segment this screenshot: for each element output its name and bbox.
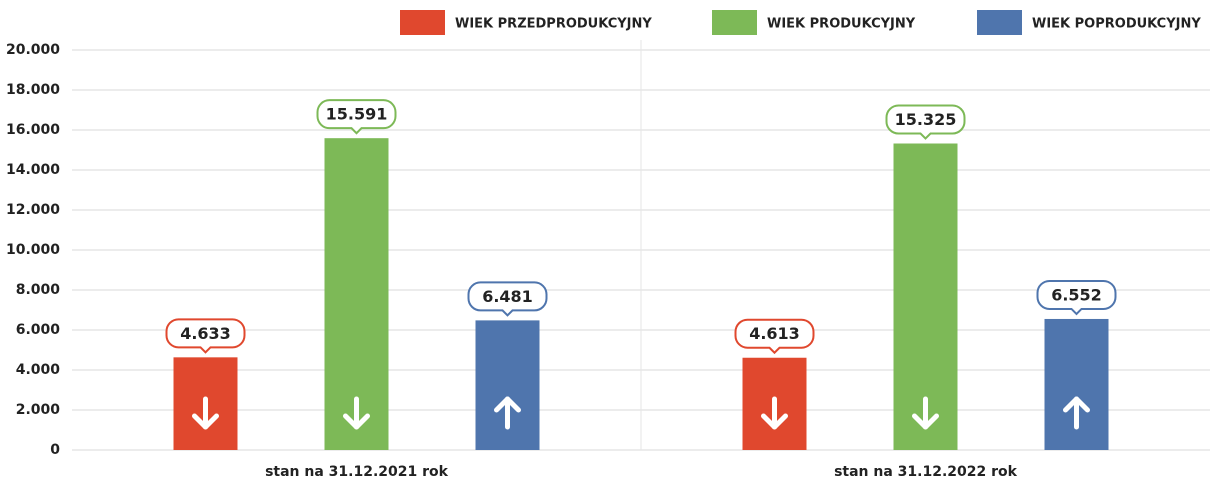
trend-arrow	[494, 396, 521, 430]
bar	[475, 320, 540, 450]
y-tick-label: 2.000	[16, 402, 61, 418]
y-tick-label: 10.000	[6, 242, 60, 258]
y-tick-label: 8.000	[16, 282, 61, 298]
y-tick-label: 4.000	[16, 362, 61, 378]
y-tick-label: 12.000	[6, 202, 60, 218]
legend-label: WIEK PRODUKCYJNY	[767, 17, 916, 32]
arrow-head	[494, 396, 521, 413]
arrow-head	[912, 413, 939, 430]
callout-box	[165, 318, 246, 354]
arrow-head	[343, 413, 370, 430]
arrow-head	[761, 413, 788, 430]
callout-box	[885, 104, 966, 140]
callout-box	[734, 318, 815, 355]
bar	[1044, 318, 1109, 450]
value-label: 6.552	[1051, 285, 1102, 304]
y-tick-label: 20.000	[6, 42, 60, 58]
x-tick-label: stan na 31.12.2022 rok	[834, 464, 1018, 480]
legend-swatch	[712, 10, 757, 35]
y-tick-label: 14.000	[6, 162, 60, 178]
callout-box	[316, 99, 397, 135]
trend-arrow	[343, 396, 370, 430]
trend-arrow	[1063, 396, 1090, 430]
x-tick-label: stan na 31.12.2021 rok	[265, 464, 449, 480]
value-label: 6.481	[482, 287, 533, 306]
trend-arrow	[192, 396, 219, 430]
value-label: 15.591	[326, 105, 388, 124]
value-label: 4.633	[180, 324, 231, 343]
legend-label: WIEK PRZEDPRODUKCYJNY	[455, 17, 652, 32]
arrow-head	[192, 413, 219, 430]
value-label: 15.325	[895, 110, 957, 129]
y-tick-label: 0	[50, 442, 60, 458]
legend-label: WIEK POPRODUKCYJNY	[1032, 17, 1201, 32]
callout-box	[467, 281, 548, 317]
y-tick-label: 16.000	[6, 122, 60, 138]
trend-arrow	[912, 396, 939, 430]
y-tick-label: 6.000	[16, 322, 61, 338]
value-label: 4.613	[749, 324, 800, 343]
y-tick-label: 18.000	[6, 82, 60, 98]
legend-swatch	[977, 10, 1022, 35]
trend-arrow	[761, 396, 788, 430]
callout-box	[1036, 279, 1117, 316]
arrow-head	[1063, 396, 1090, 413]
legend-swatch	[400, 10, 445, 35]
